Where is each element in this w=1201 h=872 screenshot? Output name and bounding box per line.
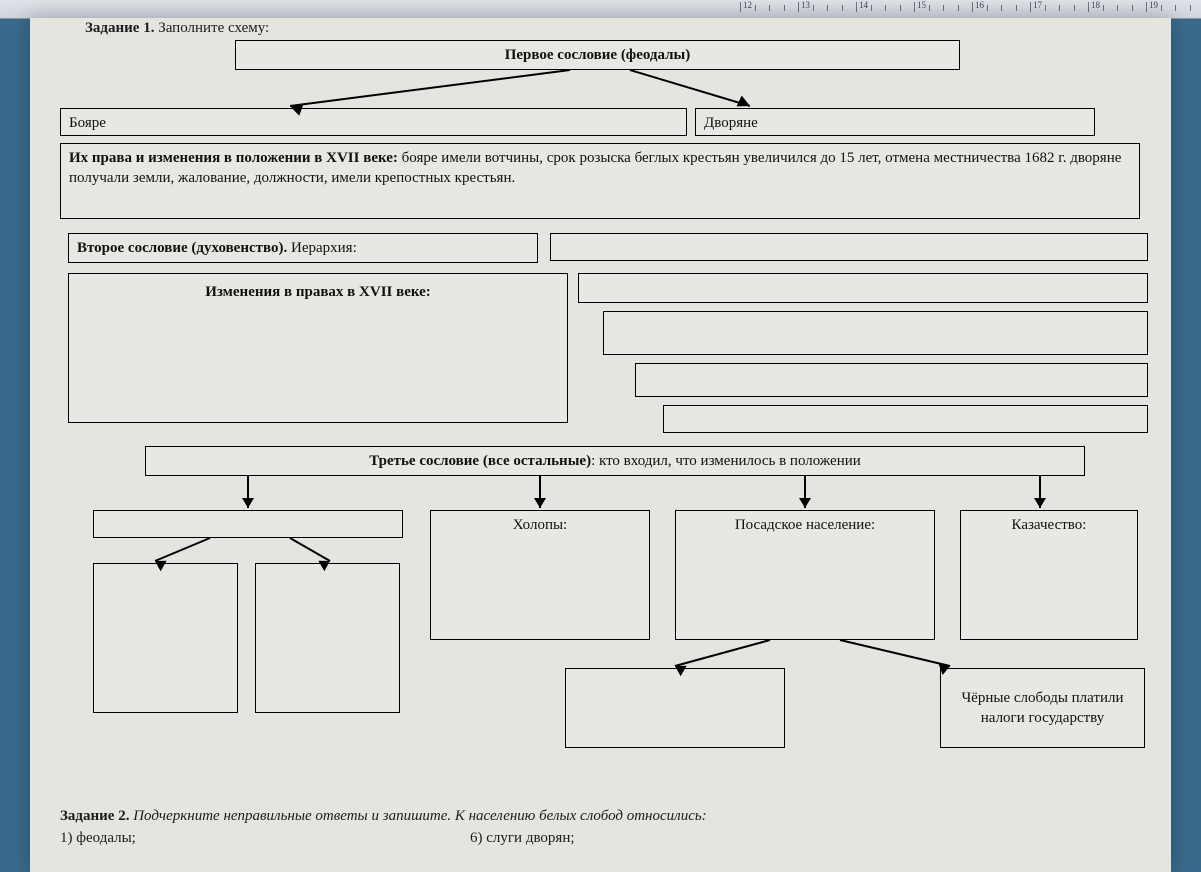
hierarchy-slot-1[interactable]	[550, 233, 1148, 261]
task2-italic: Подчеркните неправильные ответы и запиши…	[129, 808, 706, 824]
estate1-title: Первое сословие (феодалы)	[505, 47, 691, 63]
hierarchy-slot-2[interactable]	[578, 273, 1148, 303]
dvoryane-box: Дворяне	[695, 108, 1095, 136]
dvoryane-label: Дворяне	[704, 115, 758, 131]
task2-prefix: Задание 2.	[60, 808, 129, 824]
estate3-label: Третье сословие (все остальные)	[369, 453, 591, 469]
page-root: Задание 1. Заполните схему: Первое сосло…	[0, 0, 1201, 872]
boyare-box: Бояре	[60, 108, 687, 136]
task2-title: Задание 2. Подчеркните неправильные отве…	[60, 808, 707, 825]
estate3-col-4[interactable]: Казачество:	[960, 510, 1138, 640]
estate3-col-2[interactable]: Холопы:	[430, 510, 650, 640]
estate3-col-3[interactable]: Посадское население:	[675, 510, 935, 640]
estate3-box: Третье сословие (все остальные): кто вхо…	[145, 446, 1085, 476]
estate2-label: Второе сословие (духовенство).	[77, 240, 287, 256]
estate3-sub-3[interactable]	[565, 668, 785, 748]
changes-label: Изменения в правах в XVII веке:	[77, 282, 559, 302]
ruler	[0, 0, 1201, 19]
estate1-box: Первое сословие (феодалы)	[235, 40, 960, 70]
estate2-box: Второе сословие (духовенство). Иерархия:	[68, 233, 538, 263]
task1-title: Задание 1. Заполните схему:	[85, 20, 269, 37]
boyare-label: Бояре	[69, 115, 106, 131]
estate2-suffix: Иерархия:	[287, 240, 357, 256]
estate3-col-1[interactable]	[93, 510, 403, 538]
rights-label: Их права и изменения в положении в XVII …	[69, 150, 398, 166]
estate3-sub-2[interactable]	[255, 563, 400, 713]
hierarchy-slot-3[interactable]	[603, 311, 1148, 355]
task1-prefix: Задание 1.	[85, 20, 154, 36]
task1-rest: Заполните схему:	[154, 20, 269, 36]
hierarchy-slot-5[interactable]	[663, 405, 1148, 433]
changes-box: Изменения в правах в XVII веке:	[68, 273, 568, 423]
option-1: 1) феодалы;	[60, 830, 136, 847]
estate3-suffix: : кто входил, что изменилось в положении	[591, 453, 861, 469]
document-sheet: Задание 1. Заполните схему: Первое сосло…	[30, 18, 1171, 872]
estate3-sub-4[interactable]: Чёрные слободы платили налоги государств…	[940, 668, 1145, 748]
option-6: 6) слуги дворян;	[470, 830, 575, 847]
estate3-sub-1[interactable]	[93, 563, 238, 713]
hierarchy-slot-4[interactable]	[635, 363, 1148, 397]
rights-box: Их права и изменения в положении в XVII …	[60, 143, 1140, 219]
